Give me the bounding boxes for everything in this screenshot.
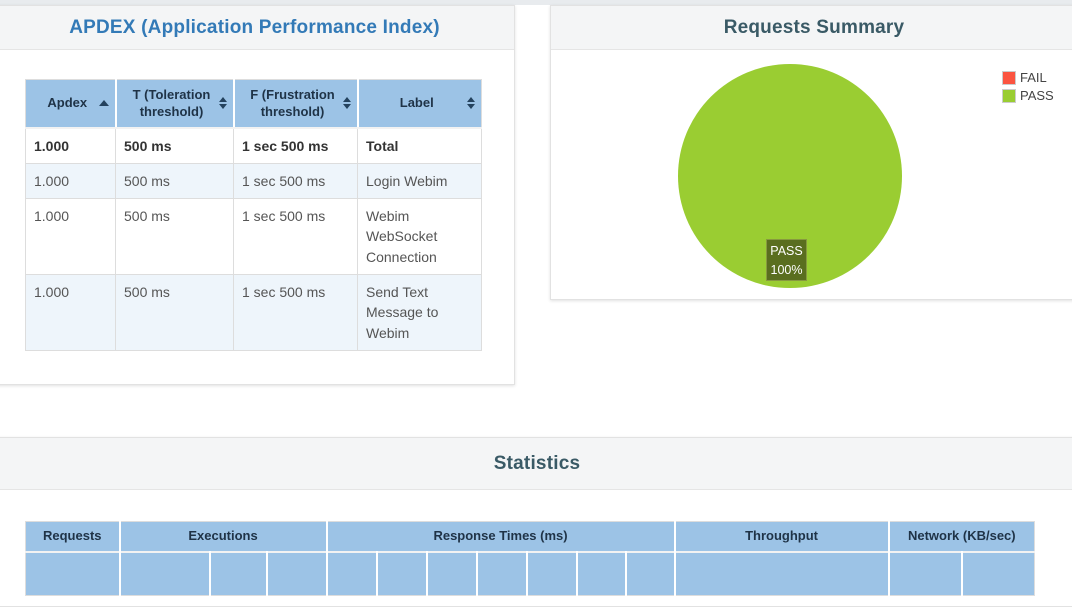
- stats-group-executions: Executions: [119, 521, 328, 552]
- legend-item-fail: FAIL: [1002, 70, 1054, 85]
- stats-subheader-cell[interactable]: [526, 550, 578, 595]
- pie-slice-label-name: PASS: [770, 244, 803, 258]
- apdex-col-header-apdex-label: Apdex: [47, 95, 88, 111]
- statistics-group-header-row: Requests Executions Response Times (ms) …: [25, 521, 1036, 552]
- pass-color-swatch-icon: [1002, 88, 1016, 103]
- sort-both-icon: [467, 97, 475, 110]
- stats-group-network-label: Network (KB/sec): [907, 528, 1016, 544]
- stats-subheader-cell[interactable]: [266, 550, 328, 595]
- stats-subheader-cell[interactable]: [209, 550, 268, 595]
- stats-subheader-cell[interactable]: [625, 550, 676, 595]
- requests-summary-title: Requests Summary: [723, 16, 905, 38]
- apdex-panel-body: Apdex T (Toleration threshold) F (Frustr…: [0, 79, 514, 351]
- apdex-table: Apdex T (Toleration threshold) F (Frustr…: [25, 79, 482, 351]
- apdex-col-header-toleration[interactable]: T (Toleration threshold): [115, 79, 235, 129]
- stats-group-executions-label: Executions: [188, 528, 258, 544]
- stats-group-network: Network (KB/sec): [888, 521, 1036, 552]
- statistics-panel: Statistics Requests Executions: [0, 437, 1072, 607]
- apdex-row-websocket-connection: 1.000 500 ms 1 sec 500 ms Webim WebSocke…: [25, 198, 482, 275]
- apdex-value-cell: 1.000: [25, 162, 116, 200]
- label-cell: Send Text Message to Webim: [357, 273, 482, 351]
- stats-subheader-cell[interactable]: [888, 550, 963, 595]
- statistics-title: Statistics: [493, 452, 581, 474]
- apdex-row-total: 1.000 500 ms 1 sec 500 ms Total: [25, 127, 482, 164]
- statistics-table: Requests Executions Response Times (ms) …: [25, 521, 1036, 596]
- apdex-col-header-apdex[interactable]: Apdex: [25, 79, 117, 129]
- apdex-col-header-frustration-label: F (Frustration threshold): [250, 86, 335, 120]
- label-cell: Total: [357, 127, 482, 164]
- legend-item-pass: PASS: [1002, 88, 1054, 103]
- stats-subheader-cell[interactable]: [961, 550, 1036, 595]
- stats-group-requests: Requests: [25, 521, 121, 552]
- chart-legend: FAIL PASS: [1002, 70, 1054, 106]
- pie-slice-label-percent: 100%: [770, 263, 803, 278]
- stats-group-response-times-label: Response Times (ms): [433, 528, 568, 544]
- stats-subheader-cell[interactable]: [326, 550, 378, 595]
- stats-group-requests-label: Requests: [42, 528, 102, 544]
- sort-both-icon: [218, 97, 227, 110]
- page-top-divider: [0, 0, 1072, 5]
- sort-both-icon: [342, 97, 351, 110]
- statistics-subheader-row: [25, 550, 1036, 595]
- stats-subheader-cell[interactable]: [25, 550, 121, 595]
- frustration-cell: 1 sec 500 ms: [233, 198, 358, 275]
- apdex-col-header-toleration-label: T (Toleration threshold): [132, 86, 211, 120]
- stats-group-response-times: Response Times (ms): [326, 521, 676, 552]
- statistics-panel-header: Statistics: [0, 438, 1072, 490]
- frustration-cell: 1 sec 500 ms: [233, 273, 358, 351]
- apdex-col-header-label[interactable]: Label: [357, 79, 482, 129]
- statistics-panel-body: Requests Executions Response Times (ms) …: [0, 521, 1072, 596]
- toleration-cell: 500 ms: [115, 127, 234, 164]
- apdex-title: APDEX (Application Performance Index): [69, 16, 440, 38]
- frustration-cell: 1 sec 500 ms: [233, 127, 358, 164]
- apdex-header-row: Apdex T (Toleration threshold) F (Frustr…: [25, 79, 482, 129]
- stats-subheader-cell[interactable]: [426, 550, 478, 595]
- apdex-col-header-label-label: Label: [399, 95, 434, 111]
- frustration-cell: 1 sec 500 ms: [233, 162, 358, 200]
- requests-summary-header: Requests Summary: [551, 6, 1072, 50]
- apdex-panel-header: APDEX (Application Performance Index): [0, 6, 514, 50]
- stats-subheader-cell[interactable]: [674, 550, 890, 595]
- legend-pass-label: PASS: [1020, 88, 1054, 103]
- stats-subheader-cell[interactable]: [576, 550, 627, 595]
- toleration-cell: 500 ms: [115, 198, 234, 275]
- apdex-value-cell: 1.000: [25, 273, 116, 351]
- apdex-row-send-text-message: 1.000 500 ms 1 sec 500 ms Send Text Mess…: [25, 273, 482, 351]
- apdex-value-cell: 1.000: [25, 198, 116, 275]
- apdex-value-cell: 1.000: [25, 127, 116, 164]
- sort-ascending-icon: [98, 100, 109, 107]
- stats-group-throughput-label: Throughput: [745, 528, 818, 544]
- stats-subheader-cell[interactable]: [476, 550, 528, 595]
- apdex-col-header-frustration[interactable]: F (Frustration threshold): [233, 79, 359, 129]
- pie-slice-label: PASS 100%: [766, 239, 807, 281]
- fail-color-swatch-icon: [1002, 70, 1016, 85]
- toleration-cell: 500 ms: [115, 273, 234, 351]
- label-cell: Login Webim: [357, 162, 482, 200]
- apdex-row-login-webim: 1.000 500 ms 1 sec 500 ms Login Webim: [25, 162, 482, 200]
- legend-fail-label: FAIL: [1020, 70, 1047, 85]
- stats-group-throughput: Throughput: [674, 521, 890, 552]
- toleration-cell: 500 ms: [115, 162, 234, 200]
- stats-subheader-cell[interactable]: [376, 550, 428, 595]
- requests-summary-panel: Requests Summary PASS 100% FAIL PASS: [550, 5, 1072, 300]
- stats-subheader-cell[interactable]: [119, 550, 211, 595]
- requests-summary-chart: PASS 100% FAIL PASS: [551, 50, 1072, 300]
- apdex-panel: APDEX (Application Performance Index) Ap…: [0, 5, 515, 385]
- label-cell: Webim WebSocket Connection: [357, 198, 482, 275]
